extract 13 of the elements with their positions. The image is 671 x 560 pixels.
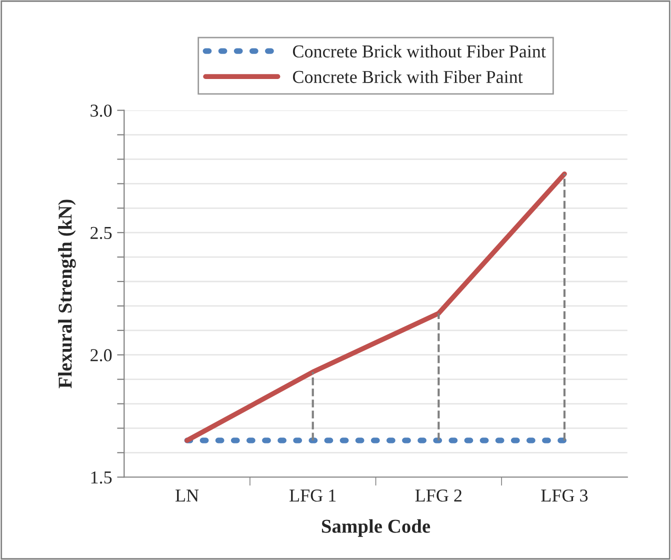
y-tick-label: 2.5 [90,226,112,240]
y-axis-title: Flexural Strength (kN) [58,200,76,388]
x-tick-label: LFG 1 [290,490,336,502]
x-tick-label: LN [176,490,199,502]
legend-label: Concrete Brick without Fiber Paint [292,44,546,58]
y-tick-label: 3.0 [90,104,112,117]
y-tick-label: 1.5 [91,471,112,484]
x-axis-title: Sample Code [322,519,430,537]
x-tick-label: LFG 2 [415,490,462,502]
line-series [184,171,567,443]
y-tick-label: 2.0 [90,349,112,362]
x-tick-label: LFG 3 [541,490,588,502]
legend-label: Concrete Brick with Fiber Paint [292,70,523,84]
